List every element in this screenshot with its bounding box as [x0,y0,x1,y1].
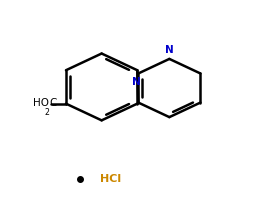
Text: N: N [165,45,174,55]
Text: N: N [132,77,140,87]
Text: HO: HO [33,98,49,108]
Text: HCl: HCl [100,174,121,184]
Text: C: C [49,98,57,108]
Text: 2: 2 [44,108,49,117]
